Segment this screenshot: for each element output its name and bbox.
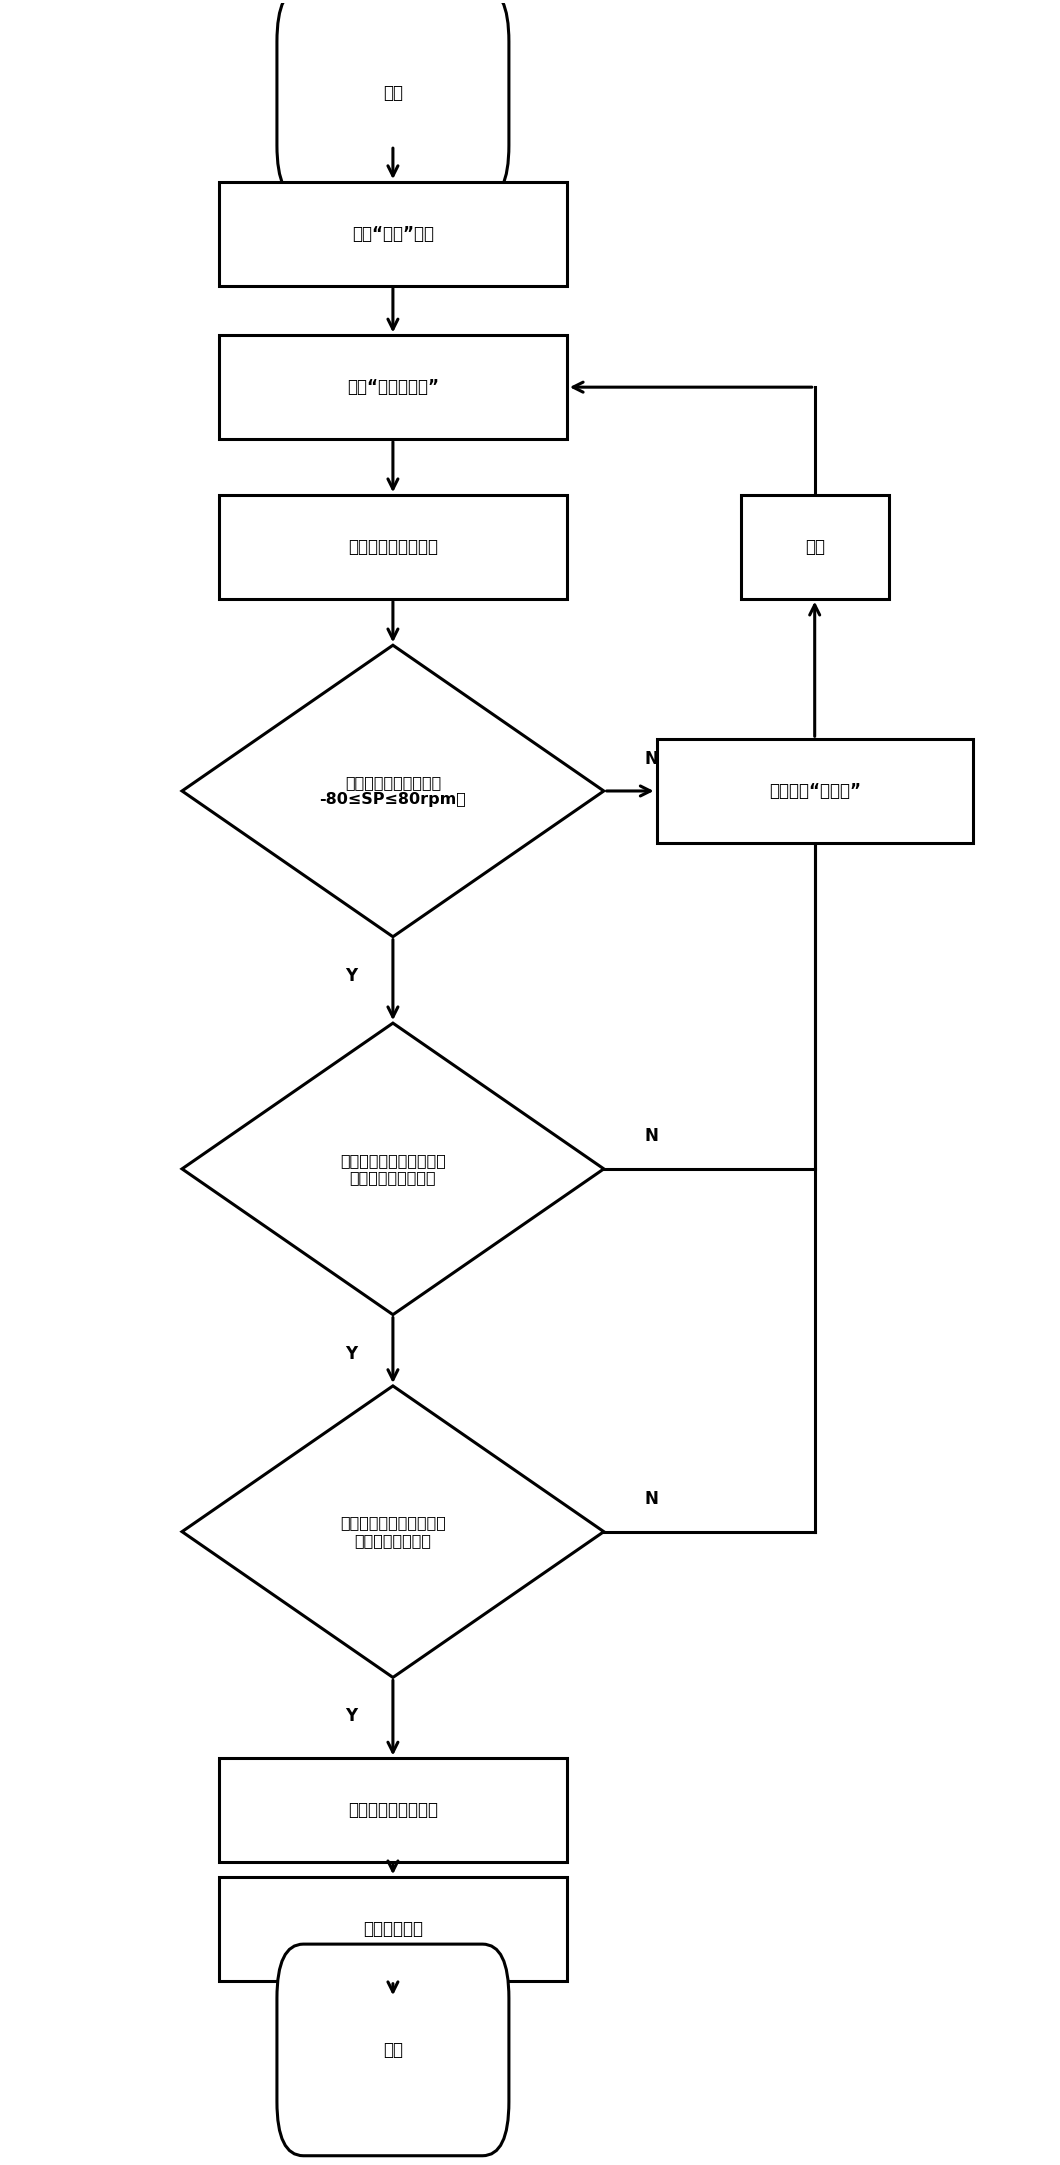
FancyBboxPatch shape	[741, 496, 888, 600]
Text: 读取转速传感器信号: 读取转速传感器信号	[348, 537, 438, 556]
FancyBboxPatch shape	[219, 496, 567, 600]
Text: 程序判定“不合格”: 程序判定“不合格”	[768, 782, 861, 801]
Text: N: N	[644, 1128, 658, 1145]
Text: N: N	[644, 1490, 658, 1509]
Text: 转速传感器响应时间在厂
家规定阈値范围？: 转速传感器响应时间在厂 家规定阈値范围？	[340, 1516, 446, 1548]
Text: Y: Y	[344, 966, 357, 985]
Text: 自动保存数据: 自动保存数据	[363, 1920, 423, 1938]
FancyBboxPatch shape	[219, 336, 567, 439]
Text: 判定转速传感器合格: 判定转速传感器合格	[348, 1801, 438, 1819]
Text: 结束: 结束	[383, 2042, 403, 2059]
Text: 转速传感器读数偏差値
-80≤SP≤80rpm？: 转速传感器读数偏差値 -80≤SP≤80rpm？	[319, 775, 466, 808]
Text: 点击“手动”模式: 点击“手动”模式	[352, 225, 434, 242]
Text: 开始: 开始	[383, 84, 403, 102]
Text: 输入“转速设定値”: 输入“转速设定値”	[347, 379, 439, 396]
Text: Y: Y	[344, 1708, 357, 1726]
FancyBboxPatch shape	[219, 182, 567, 286]
FancyBboxPatch shape	[656, 738, 973, 842]
FancyBboxPatch shape	[277, 1944, 509, 2156]
Text: Y: Y	[344, 1344, 357, 1362]
Polygon shape	[182, 645, 604, 937]
Polygon shape	[182, 1024, 604, 1314]
FancyBboxPatch shape	[277, 0, 509, 199]
FancyBboxPatch shape	[219, 1877, 567, 1981]
FancyBboxPatch shape	[219, 1758, 567, 1862]
Polygon shape	[182, 1386, 604, 1678]
Text: 转速传感器转速曲线变化
率在设定値范围内？: 转速传感器转速曲线变化 率在设定値范围内？	[340, 1152, 446, 1184]
Text: N: N	[644, 749, 658, 769]
Text: 清零: 清零	[805, 537, 825, 556]
